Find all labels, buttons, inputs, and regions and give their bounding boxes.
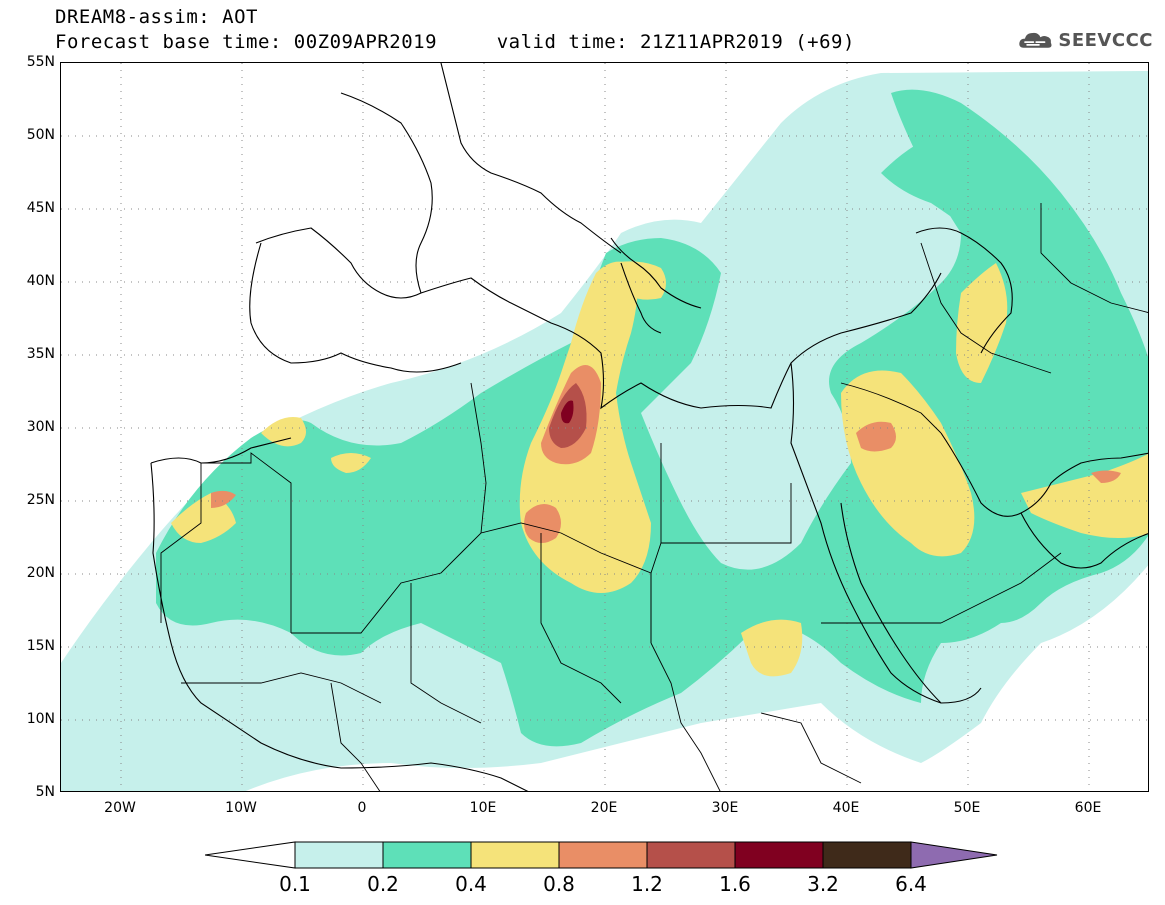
map-grid: [61, 63, 1148, 791]
forecast-times: Forecast base time: 00Z09APR2019 valid t…: [55, 31, 855, 53]
logo-text: SEEVCCC: [1058, 29, 1153, 51]
colorbar-label: 0.2: [367, 872, 399, 896]
lat-label: 10N: [26, 711, 55, 727]
lat-label: 45N: [26, 200, 55, 216]
colorbar-label: 1.6: [719, 872, 751, 896]
coastlines: [150, 63, 1148, 791]
political-borders: [160, 203, 1148, 791]
lon-label: 40E: [832, 800, 860, 816]
colorbar: [205, 841, 998, 869]
lat-label: 20N: [26, 565, 55, 581]
lon-label: 10W: [225, 800, 257, 816]
lon-label: 60E: [1074, 800, 1102, 816]
colorbar-label: 0.4: [455, 872, 487, 896]
colorbar-swatch: [822, 841, 912, 869]
lat-label: 55N: [26, 54, 55, 70]
lat-label: 15N: [26, 638, 55, 654]
colorbar-swatch: [734, 841, 824, 869]
lon-label: 0: [357, 800, 367, 816]
colorbar-label: 0.8: [543, 872, 575, 896]
colorbar-swatch: [470, 841, 560, 869]
lat-label: 35N: [26, 346, 55, 362]
colorbar-label: 6.4: [895, 872, 927, 896]
lon-label: 10E: [469, 800, 497, 816]
colorbar-swatch: [294, 841, 384, 869]
aot-field: [61, 63, 1148, 791]
lat-label: 5N: [35, 784, 55, 800]
lon-label: 30E: [711, 800, 739, 816]
lat-label: 50N: [26, 127, 55, 143]
colorbar-lower-triangle: [205, 841, 296, 869]
colorbar-upper-triangle: [910, 841, 998, 869]
lat-label: 30N: [26, 419, 55, 435]
lon-label: 20W: [104, 800, 136, 816]
colorbar-label: 0.1: [279, 872, 311, 896]
seevccc-logo: SEEVCCC: [1018, 24, 1153, 56]
lat-label: 40N: [26, 273, 55, 289]
map-title: DREAM8-assim: AOT: [55, 6, 258, 28]
colorbar-swatch: [558, 841, 648, 869]
aot-level-1.6: [561, 400, 574, 424]
lon-label: 50E: [953, 800, 981, 816]
aot-map: [60, 62, 1149, 792]
lon-label: 20E: [590, 800, 618, 816]
colorbar-label: 1.2: [631, 872, 663, 896]
colorbar-swatch: [382, 841, 472, 869]
cloud-icon: [1019, 32, 1052, 48]
colorbar-label: 3.2: [807, 872, 839, 896]
lat-label: 25N: [26, 492, 55, 508]
colorbar-swatch: [646, 841, 736, 869]
